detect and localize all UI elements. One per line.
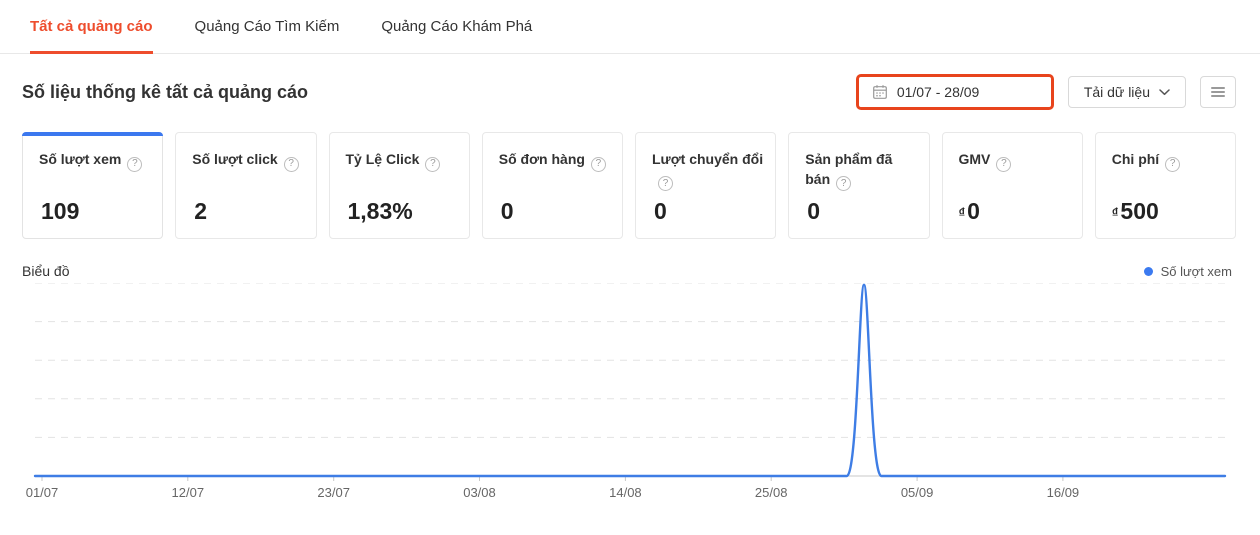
stats-header: Số liệu thống kê tất cả quảng cáo 01/07 … [22,74,1236,110]
help-icon[interactable]: ? [996,156,1012,172]
metric-card-views[interactable]: Số lượt xem? 109 [22,132,164,239]
tab-discovery-ads[interactable]: Quảng Cáo Khám Phá [381,0,532,54]
metric-value: 1,83% [347,198,413,224]
calendar-icon [872,85,887,99]
download-data-button[interactable]: Tải dữ liệu [1067,76,1186,108]
page-title: Số liệu thống kê tất cả quảng cáo [22,81,309,102]
svg-text:12/07: 12/07 [172,485,205,500]
hamburger-icon [1211,91,1225,93]
svg-text:01/07: 01/07 [26,485,59,500]
help-icon[interactable]: ? [127,156,143,172]
metric-label: Tỷ Lệ Click? [346,150,457,172]
help-icon[interactable]: ? [836,176,852,192]
metric-value: ₫0 [958,198,980,224]
tab-bar: Tất cả quảng cáo Quảng Cáo Tìm Kiếm Quản… [0,0,1260,54]
help-icon[interactable]: ? [658,176,673,192]
metric-cards: Số lượt xem? 109 Số lượt click? 2 Tỷ Lệ … [22,132,1236,239]
header-actions: 01/07 - 28/09 Tải dữ liệu [855,74,1236,110]
metric-card-conversions[interactable]: Lượt chuyển đổi? 0 [635,132,777,239]
tab-all-ads[interactable]: Tất cả quảng cáo [30,0,153,54]
chart-legend-views[interactable]: Số lượt xem [1143,263,1232,279]
tab-search-ads[interactable]: Quảng Cáo Tìm Kiếm [195,0,340,54]
chevron-down-icon [1159,88,1170,95]
chart-section-label: Biểu đồ [22,263,70,279]
help-icon[interactable]: ? [283,156,299,172]
views-line-chart: 01/07 12/07 23/07 03/08 14/08 25/08 05/09 16/09 [22,282,1238,512]
date-range-picker[interactable]: 01/07 - 28/09 [855,74,1054,110]
currency-symbol: ₫ [958,205,966,220]
metric-card-clicks[interactable]: Số lượt click? 2 [175,132,317,239]
metric-value: ₫500 [1111,198,1159,224]
metric-card-orders[interactable]: Số đơn hàng? 0 [481,132,623,239]
metric-label: Sản phẩm đã bán? [805,150,916,192]
legend-dot-icon [1143,266,1153,276]
tab-search-ads-label: Quảng Cáo Tìm Kiếm [194,17,340,35]
svg-text:25/08: 25/08 [755,485,788,500]
metric-value: 0 [654,198,667,224]
metrics-list-button[interactable] [1200,76,1236,108]
metric-card-items-sold[interactable]: Sản phẩm đã bán? 0 [788,132,930,239]
metric-label: Lượt chuyển đổi? [652,150,763,192]
metric-value: 109 [41,198,80,224]
ads-dashboard-page: Tất cả quảng cáo Quảng Cáo Tìm Kiếm Quản… [0,0,1260,512]
metric-value: 2 [194,198,208,224]
download-data-label: Tải dữ liệu [1083,84,1150,100]
metric-label: GMV? [959,150,1070,172]
svg-text:14/08: 14/08 [609,485,642,500]
legend-label: Số lượt xem [1160,263,1232,279]
date-range-value: 01/07 - 28/09 [896,84,980,100]
metric-value: 0 [807,198,821,224]
metric-card-gmv[interactable]: GMV? ₫0 [941,132,1083,239]
metric-card-ctr[interactable]: Tỷ Lệ Click? 1,83% [328,132,470,239]
svg-text:03/08: 03/08 [463,485,496,500]
help-icon[interactable]: ? [1165,156,1181,172]
metric-card-cost[interactable]: Chi phí? ₫500 [1094,132,1236,239]
svg-text:05/09: 05/09 [901,485,934,500]
tab-all-ads-label: Tất cả quảng cáo [30,17,153,35]
tab-discovery-ads-label: Quảng Cáo Khám Phá [381,17,533,35]
chart-header: Biểu đồ Số lượt xem [22,263,1232,279]
metric-value: 0 [500,198,514,224]
currency-symbol: ₫ [1111,205,1119,220]
metric-label: Số lượt xem? [39,150,150,172]
svg-text:16/09: 16/09 [1047,485,1080,500]
metric-label: Số đơn hàng? [499,150,610,172]
metric-label: Chi phí? [1112,150,1223,172]
svg-text:23/07: 23/07 [317,485,350,500]
help-icon[interactable]: ? [425,156,441,172]
help-icon[interactable]: ? [590,156,606,172]
metric-label: Số lượt click? [192,150,303,172]
